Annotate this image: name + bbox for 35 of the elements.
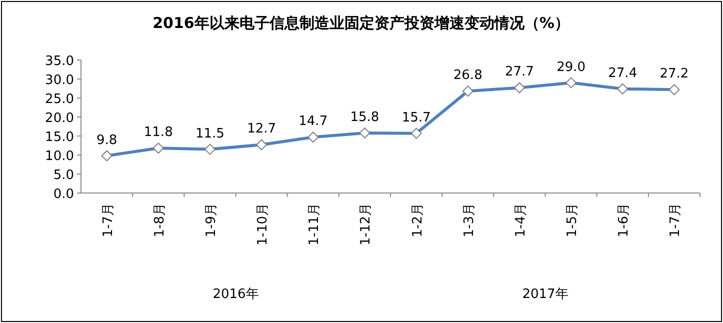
y-tick-label: 0.0 xyxy=(53,187,74,202)
y-tick-label: 5.0 xyxy=(53,168,74,183)
x-tick-label: 1-6月 xyxy=(616,203,632,238)
text: 2016年 xyxy=(212,287,259,302)
x-tick-label: 1-12月 xyxy=(358,203,374,246)
data-label: 27.7 xyxy=(504,64,534,80)
y-tick-label: 25.0 xyxy=(45,92,74,107)
x-tick-label: 1-7月 xyxy=(100,203,116,238)
x-tick-label: 1-11月 xyxy=(307,203,322,246)
x-tick-label: 1-7月 xyxy=(668,203,684,238)
data-label: 11.8 xyxy=(144,125,173,140)
data-label: 11.5 xyxy=(195,126,224,142)
y-tick-label: 30.0 xyxy=(45,73,74,88)
data-label: 26.8 xyxy=(453,68,482,84)
x-tick-label: 1-10月 xyxy=(256,203,271,246)
data-label: 9.8 xyxy=(96,132,118,148)
y-tick-label: 35.0 xyxy=(45,54,74,69)
data-label: 27.2 xyxy=(660,66,689,82)
x-tick-label: 1-4月 xyxy=(513,203,528,238)
y-tick-label: 15.0 xyxy=(45,130,74,145)
data-label: 15.7 xyxy=(402,110,431,126)
x-tick-label: 1-8月 xyxy=(152,203,168,238)
y-tick-label: 10.0 xyxy=(45,149,74,164)
y-tick-label: 20.0 xyxy=(45,111,74,126)
data-label: 14.7 xyxy=(298,114,328,130)
x-tick-label: 1-2月 xyxy=(410,203,426,238)
data-label: 29.0 xyxy=(556,60,586,75)
x-tick-label: 1-3月 xyxy=(462,203,477,238)
chart-title: 2016年以来电子信息制造业固定资产投资增速变动情况（%） xyxy=(152,14,570,32)
x-tick-label: 1-5月 xyxy=(565,203,580,238)
text: 2017年 xyxy=(522,287,568,302)
data-label: 15.8 xyxy=(350,110,380,125)
data-label: 27.4 xyxy=(608,66,638,81)
data-label: 12.7 xyxy=(247,122,276,137)
x-tick-label: 1-9月 xyxy=(204,203,219,238)
